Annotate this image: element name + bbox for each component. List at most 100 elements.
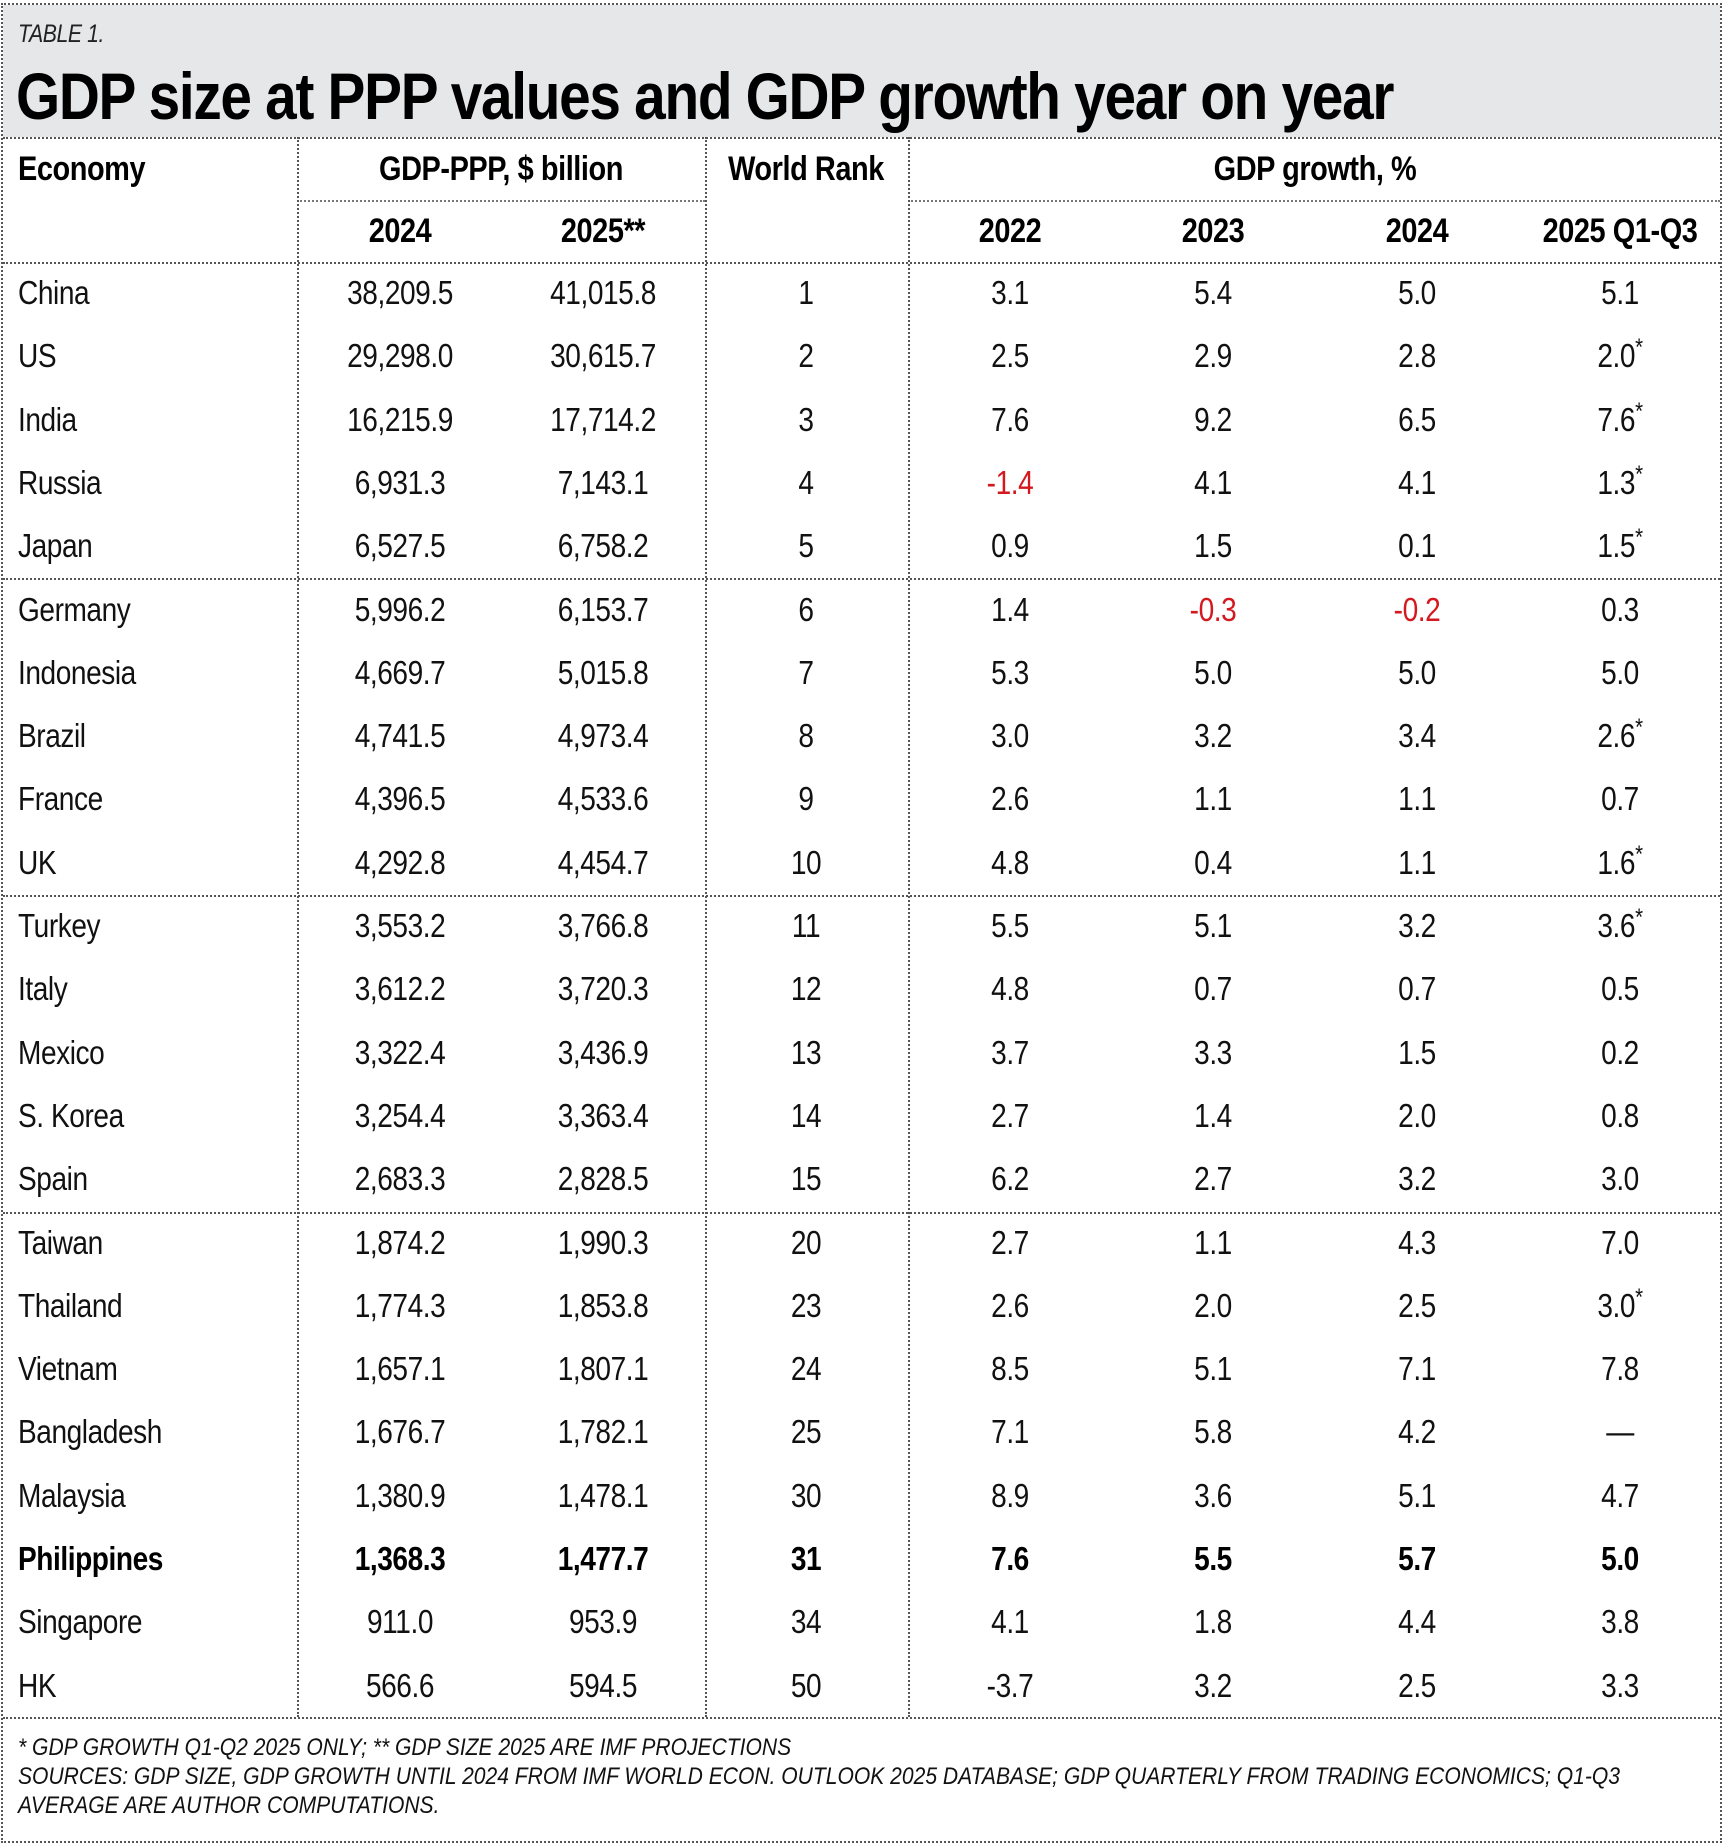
growth-subheader-divider: [908, 200, 1720, 202]
header-world-rank: World Rank: [728, 150, 884, 188]
header-economy: Economy: [18, 150, 146, 188]
economy-cell: Spain: [18, 1160, 88, 1198]
growth-2023-cell: -0.3: [1189, 590, 1237, 628]
growth-2022-cell: 5.5: [991, 907, 1029, 944]
table-row: HK 566.6 594.5 50 -3.7 3.2 2.5 3.3: [0, 1657, 1725, 1720]
growth-2023-cell: 3.2: [1194, 1666, 1232, 1704]
rank-cell: 20: [790, 1223, 822, 1261]
growth-2022-cell: 0.9: [991, 527, 1029, 565]
economy-cell: Singapore: [18, 1603, 143, 1641]
gdp-2025-cell: 953.9: [568, 1603, 638, 1641]
group-divider-3: [3, 1212, 1720, 1214]
gdp-2025-cell: 3,363.4: [557, 1096, 649, 1134]
growth-2025-cell: 0.8: [1601, 1096, 1639, 1134]
gdp-2024-cell: 4,669.7: [354, 653, 446, 691]
growth-2022-cell: 7.6: [991, 1540, 1029, 1577]
footnote-marker: *: [1635, 1283, 1643, 1311]
economy-cell: India: [18, 400, 77, 438]
growth-2025-cell: 0.3: [1601, 590, 1639, 628]
growth-2024-cell: 6.5: [1398, 400, 1436, 438]
economy-cell: Germany: [18, 590, 131, 628]
growth-2024-cell: 3.2: [1398, 907, 1436, 944]
growth-2023-cell: 5.1: [1194, 1350, 1232, 1388]
economy-cell: Japan: [18, 527, 93, 565]
table-row-highlighted: Philippines 1,368.3 1,477.7 31 7.6 5.5 5.7 5.0: [0, 1530, 1725, 1593]
economy-cell: US: [18, 337, 57, 375]
table-row: Bangladesh 1,676.7 1,782.1 25 7.1 5.8 4.2 —: [0, 1403, 1725, 1466]
economy-cell: Italy: [18, 970, 68, 1008]
gdp-2024-cell: 911.0: [367, 1603, 433, 1641]
growth-2023-cell: 3.2: [1194, 717, 1232, 755]
rank-cell: 5: [798, 527, 814, 565]
gdp-2024-cell: 2,683.3: [354, 1160, 446, 1198]
growth-2023-cell: 5.1: [1194, 907, 1232, 944]
header-top-divider: [3, 137, 1720, 139]
gdp-2024-cell: 1,676.7: [354, 1413, 446, 1451]
gdp-2025-cell: 4,454.7: [557, 843, 649, 881]
rank-cell: 24: [790, 1350, 822, 1388]
gdp-2025-cell: 7,143.1: [557, 463, 649, 501]
economy-cell: Taiwan: [18, 1223, 103, 1261]
growth-2025-cell: 4.7: [1601, 1476, 1639, 1514]
rank-cell: 10: [790, 843, 822, 881]
growth-2023-cell: 1.5: [1194, 527, 1232, 565]
growth-2022-cell: 3.1: [991, 274, 1029, 311]
footer-divider: [3, 1717, 1720, 1719]
growth-2024-cell: 4.3: [1398, 1223, 1436, 1261]
column-divider-rank: [908, 137, 910, 1717]
table-row: China 38,209.5 41,015.8 1 3.1 5.4 5.0 5.1: [0, 264, 1725, 327]
footnote-marker: *: [1635, 714, 1643, 742]
footnote-marker: *: [1635, 904, 1643, 931]
growth-2025-cell: 1.6*: [1597, 840, 1643, 881]
gdp-2024-cell: 1,657.1: [354, 1350, 446, 1388]
growth-2024-cell: 4.4: [1398, 1603, 1436, 1641]
economy-cell: Indonesia: [18, 653, 136, 691]
rank-cell: 14: [790, 1096, 822, 1134]
growth-2022-cell: 2.7: [991, 1096, 1029, 1134]
table-row: India 16,215.9 17,714.2 3 7.6 9.2 6.5 7.6*: [0, 391, 1725, 454]
gdp-2024-cell: 3,612.2: [354, 970, 446, 1008]
growth-2025-cell: 1.3*: [1597, 460, 1643, 501]
growth-2023-cell: 1.1: [1194, 780, 1232, 818]
economy-cell: S. Korea: [18, 1096, 124, 1134]
growth-2022-cell: -1.4: [986, 463, 1034, 501]
rank-cell: 2: [798, 337, 814, 375]
rank-cell: 25: [790, 1413, 822, 1451]
gdp-2025-cell: 1,477.7: [557, 1540, 649, 1577]
growth-2025-cell: 7.6*: [1597, 397, 1643, 438]
economy-cell: Malaysia: [18, 1476, 126, 1514]
growth-2022-cell: -3.7: [986, 1666, 1034, 1704]
footnote-marker: *: [1635, 397, 1643, 425]
rank-cell: 9: [798, 780, 814, 818]
economy-cell: Turkey: [18, 907, 101, 944]
gdp-2024-cell: 5,996.2: [354, 590, 446, 628]
growth-2023-cell: 1.4: [1194, 1096, 1232, 1134]
group-divider-1: [3, 578, 1720, 580]
gdp-2024-cell: 1,380.9: [354, 1476, 446, 1514]
table-row: US 29,298.0 30,615.7 2 2.5 2.9 2.8 2.0*: [0, 327, 1725, 390]
economy-cell: Vietnam: [18, 1350, 118, 1388]
growth-2023-cell: 5.8: [1194, 1413, 1232, 1451]
group-divider-2: [3, 895, 1720, 897]
growth-2024-cell: 1.1: [1398, 780, 1436, 818]
gdp-2025-cell: 1,990.3: [557, 1223, 649, 1261]
header-growth-2023: 2023: [1181, 212, 1245, 250]
growth-2023-cell: 3.3: [1194, 1033, 1232, 1071]
growth-2024-cell: 0.1: [1398, 527, 1436, 565]
gdp-2025-cell: 2,828.5: [557, 1160, 649, 1198]
gdp-2025-cell: 594.5: [568, 1666, 638, 1704]
growth-2022-cell: 5.3: [991, 653, 1029, 691]
growth-2025-cell: 5.0: [1601, 1540, 1639, 1577]
rank-cell: 4: [798, 463, 814, 501]
header-gdp-2025: 2025**: [560, 212, 646, 250]
footnote-marker: *: [1635, 460, 1643, 488]
rank-cell: 1: [798, 274, 814, 311]
gdp-2024-cell: 29,298.0: [347, 337, 453, 375]
growth-2025-cell: 3.3: [1601, 1666, 1639, 1704]
growth-2024-cell: 2.8: [1398, 337, 1436, 375]
growth-2023-cell: 2.0: [1194, 1286, 1232, 1324]
table-row: Thailand 1,774.3 1,853.8 23 2.6 2.0 2.5 3.0*: [0, 1277, 1725, 1340]
growth-2023-cell: 1.1: [1194, 1223, 1232, 1261]
gdp-2025-cell: 17,714.2: [550, 400, 656, 438]
gdp-2025-cell: 4,973.4: [557, 717, 649, 755]
